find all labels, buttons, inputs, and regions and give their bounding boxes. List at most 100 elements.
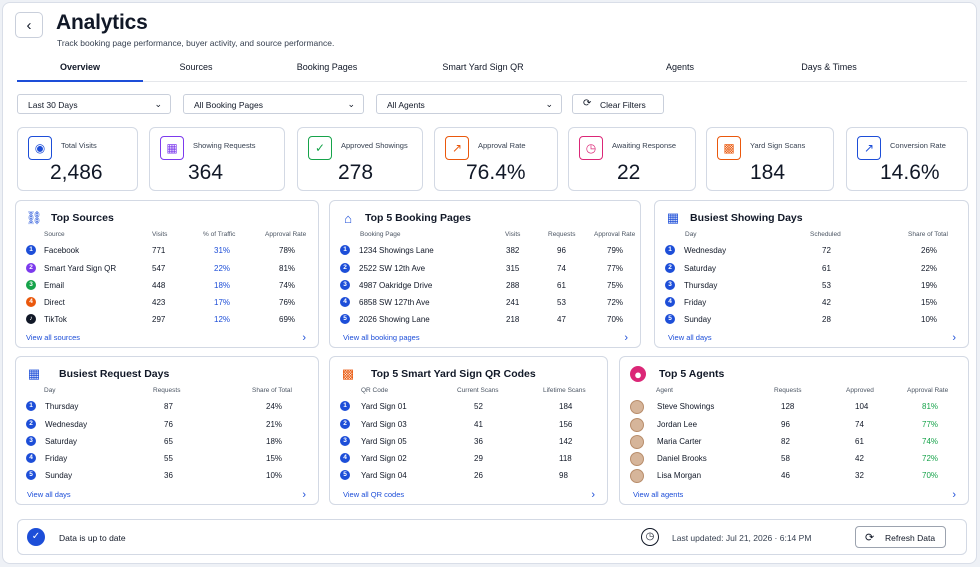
chevron-right-icon[interactable]: › xyxy=(952,332,956,344)
table-row[interactable]: 1 1234 Showings Lane 382 96 79% xyxy=(340,243,632,259)
tab-smart-yard-sign-qr[interactable]: Smart Yard Sign QR xyxy=(442,62,524,72)
lifetime-scans: 118 xyxy=(559,454,572,463)
page-title: Analytics xyxy=(56,11,148,34)
tab-overview[interactable]: Overview xyxy=(17,62,143,82)
approval-rate: 69% xyxy=(279,315,296,324)
table-row[interactable]: 4 Yard Sign 02 29 118 xyxy=(340,451,599,467)
qr-name: Yard Sign 03 xyxy=(361,420,407,429)
qr-icon: ▩ xyxy=(717,136,741,160)
view-all-days-link[interactable]: View all days xyxy=(27,490,71,499)
share: 10% xyxy=(921,315,938,324)
tab-sources[interactable]: Sources xyxy=(179,62,213,72)
requests: 61 xyxy=(557,281,566,290)
row-rank: 5 xyxy=(340,470,350,480)
chevron-right-icon[interactable]: › xyxy=(591,489,595,501)
table-row[interactable]: 2 2522 SW 12th Ave 315 74 77% xyxy=(340,261,632,277)
clear-filters-button[interactable]: ⟳ Clear Filters xyxy=(572,94,664,114)
chevron-left-icon: ‹ xyxy=(26,16,32,34)
table-row[interactable]: Lisa Morgan 46 32 70% xyxy=(630,468,960,484)
view-all-qr-codes-link[interactable]: View all QR codes xyxy=(343,490,405,499)
approval-rate: 70% xyxy=(607,315,624,324)
view-all-sources-link[interactable]: View all sources xyxy=(26,333,81,342)
visits: 297 xyxy=(152,315,166,324)
table-row[interactable]: 3 Email 448 18% 74% xyxy=(26,278,310,294)
table-row[interactable]: Daniel Brooks 58 42 72% xyxy=(630,451,960,467)
table-row[interactable]: 1 Wednesday 72 26% xyxy=(665,243,960,259)
tab-booking-pages[interactable]: Booking Pages xyxy=(296,62,358,72)
avatar xyxy=(630,400,644,414)
table-row[interactable]: 5 Sunday 36 10% xyxy=(26,468,310,484)
source-name: Direct xyxy=(44,298,65,307)
lifetime-scans: 184 xyxy=(559,402,573,411)
table-row[interactable]: 2 Yard Sign 03 41 156 xyxy=(340,417,599,433)
home-icon: ⌂ xyxy=(344,210,352,226)
col-header: Share of Total xyxy=(908,231,948,238)
lifetime-scans: 98 xyxy=(559,471,568,480)
traffic: 12% xyxy=(214,315,231,324)
calendar-icon: ▦ xyxy=(160,136,184,160)
table-row[interactable]: 3 Saturday 65 18% xyxy=(26,434,310,450)
tiktok-icon: ♪ xyxy=(26,314,36,324)
chevron-right-icon[interactable]: › xyxy=(952,489,956,501)
table-row[interactable]: 2 Saturday 61 22% xyxy=(665,261,960,277)
table-row[interactable]: 4 Direct 423 17% 76% xyxy=(26,295,310,311)
approval-rate: 81% xyxy=(279,264,296,273)
chevron-right-icon[interactable]: › xyxy=(624,332,628,344)
back-button[interactable]: ‹ xyxy=(15,12,43,38)
date-range-select[interactable]: Last 30 Days ⌄ xyxy=(17,94,171,114)
share: 26% xyxy=(921,246,938,255)
chevron-right-icon[interactable]: › xyxy=(302,489,306,501)
table-row[interactable]: Maria Carter 82 61 74% xyxy=(630,434,960,450)
view-all-agents-link[interactable]: View all agents xyxy=(633,490,684,499)
view-all-booking-pages-link[interactable]: View all booking pages xyxy=(343,333,420,342)
approval-rate: 77% xyxy=(922,420,939,429)
scheduled: 61 xyxy=(822,264,831,273)
kpi-awaiting-response: ◷ Awaiting Response 22 xyxy=(568,127,696,191)
share: 21% xyxy=(266,420,283,429)
table-row[interactable]: ♪ TikTok 297 12% 69% xyxy=(26,312,310,328)
source-name: Email xyxy=(44,281,65,290)
clear-filters-label: Clear Filters xyxy=(600,100,646,110)
table-row[interactable]: 3 Yard Sign 05 36 142 xyxy=(340,434,599,450)
qr-icon: ▩ xyxy=(341,366,355,381)
table-row[interactable]: 1 Yard Sign 01 52 184 xyxy=(340,399,599,415)
refresh-data-button[interactable]: ⟳ Refresh Data xyxy=(855,526,946,548)
col-header: Approved xyxy=(846,387,874,394)
table-row[interactable]: 2 Wednesday 76 21% xyxy=(26,417,310,433)
tab-days-times[interactable]: Days & Times xyxy=(801,62,857,72)
agents-select[interactable]: All Agents ⌄ xyxy=(376,94,562,114)
kpi-value: 76.4% xyxy=(466,161,526,184)
table-row[interactable]: 3 4987 Oakridge Drive 288 61 75% xyxy=(340,278,632,294)
booking-pages-select[interactable]: All Booking Pages ⌄ xyxy=(183,94,364,114)
top-sources-card: ⛓ Top Sources Source Visits % of Traffic … xyxy=(15,200,319,348)
chevron-down-icon: ⌄ xyxy=(347,99,355,109)
scheduled: 28 xyxy=(822,315,831,324)
agent-name: Steve Showings xyxy=(657,402,715,411)
table-row[interactable]: 4 Friday 42 15% xyxy=(665,295,960,311)
table-row[interactable]: 5 2026 Showing Lane 218 47 70% xyxy=(340,312,632,328)
day-name: Sunday xyxy=(684,315,712,324)
table-row[interactable]: 2 Smart Yard Sign QR 547 22% 81% xyxy=(26,261,310,277)
requests: 76 xyxy=(164,420,173,429)
busiest-showing-days-card: ▦ Busiest Showing Days Day Scheduled Shar… xyxy=(654,200,969,348)
table-row[interactable]: Jordan Lee 96 74 77% xyxy=(630,417,960,433)
table-row[interactable]: 5 Yard Sign 04 26 98 xyxy=(340,468,599,484)
check-circle-icon: ✓ xyxy=(308,136,332,160)
table-row[interactable]: Steve Showings 128 104 81% xyxy=(630,399,960,415)
table-row[interactable]: 1 Facebook 771 31% 78% xyxy=(26,243,310,259)
approval-rate: 75% xyxy=(607,281,624,290)
user-icon: ● xyxy=(630,366,646,382)
tab-agents[interactable]: Agents xyxy=(665,62,695,72)
visits: 288 xyxy=(506,281,520,290)
table-row[interactable]: 1 Thursday 87 24% xyxy=(26,399,310,415)
table-row[interactable]: 4 Friday 55 15% xyxy=(26,451,310,467)
chevron-right-icon[interactable]: › xyxy=(302,332,306,344)
table-row[interactable]: 5 Sunday 28 10% xyxy=(665,312,960,328)
table-row[interactable]: 4 6858 SW 127th Ave 241 53 72% xyxy=(340,295,632,311)
scheduled: 42 xyxy=(822,298,831,307)
kpi-approved-showings: ✓ Approved Showings 278 xyxy=(297,127,423,191)
view-all-days-link[interactable]: View all days xyxy=(668,333,712,342)
qr-name: Yard Sign 02 xyxy=(361,454,407,463)
tab-bar: Overview Sources Booking Pages Smart Yar… xyxy=(17,59,967,82)
table-row[interactable]: 3 Thursday 53 19% xyxy=(665,278,960,294)
